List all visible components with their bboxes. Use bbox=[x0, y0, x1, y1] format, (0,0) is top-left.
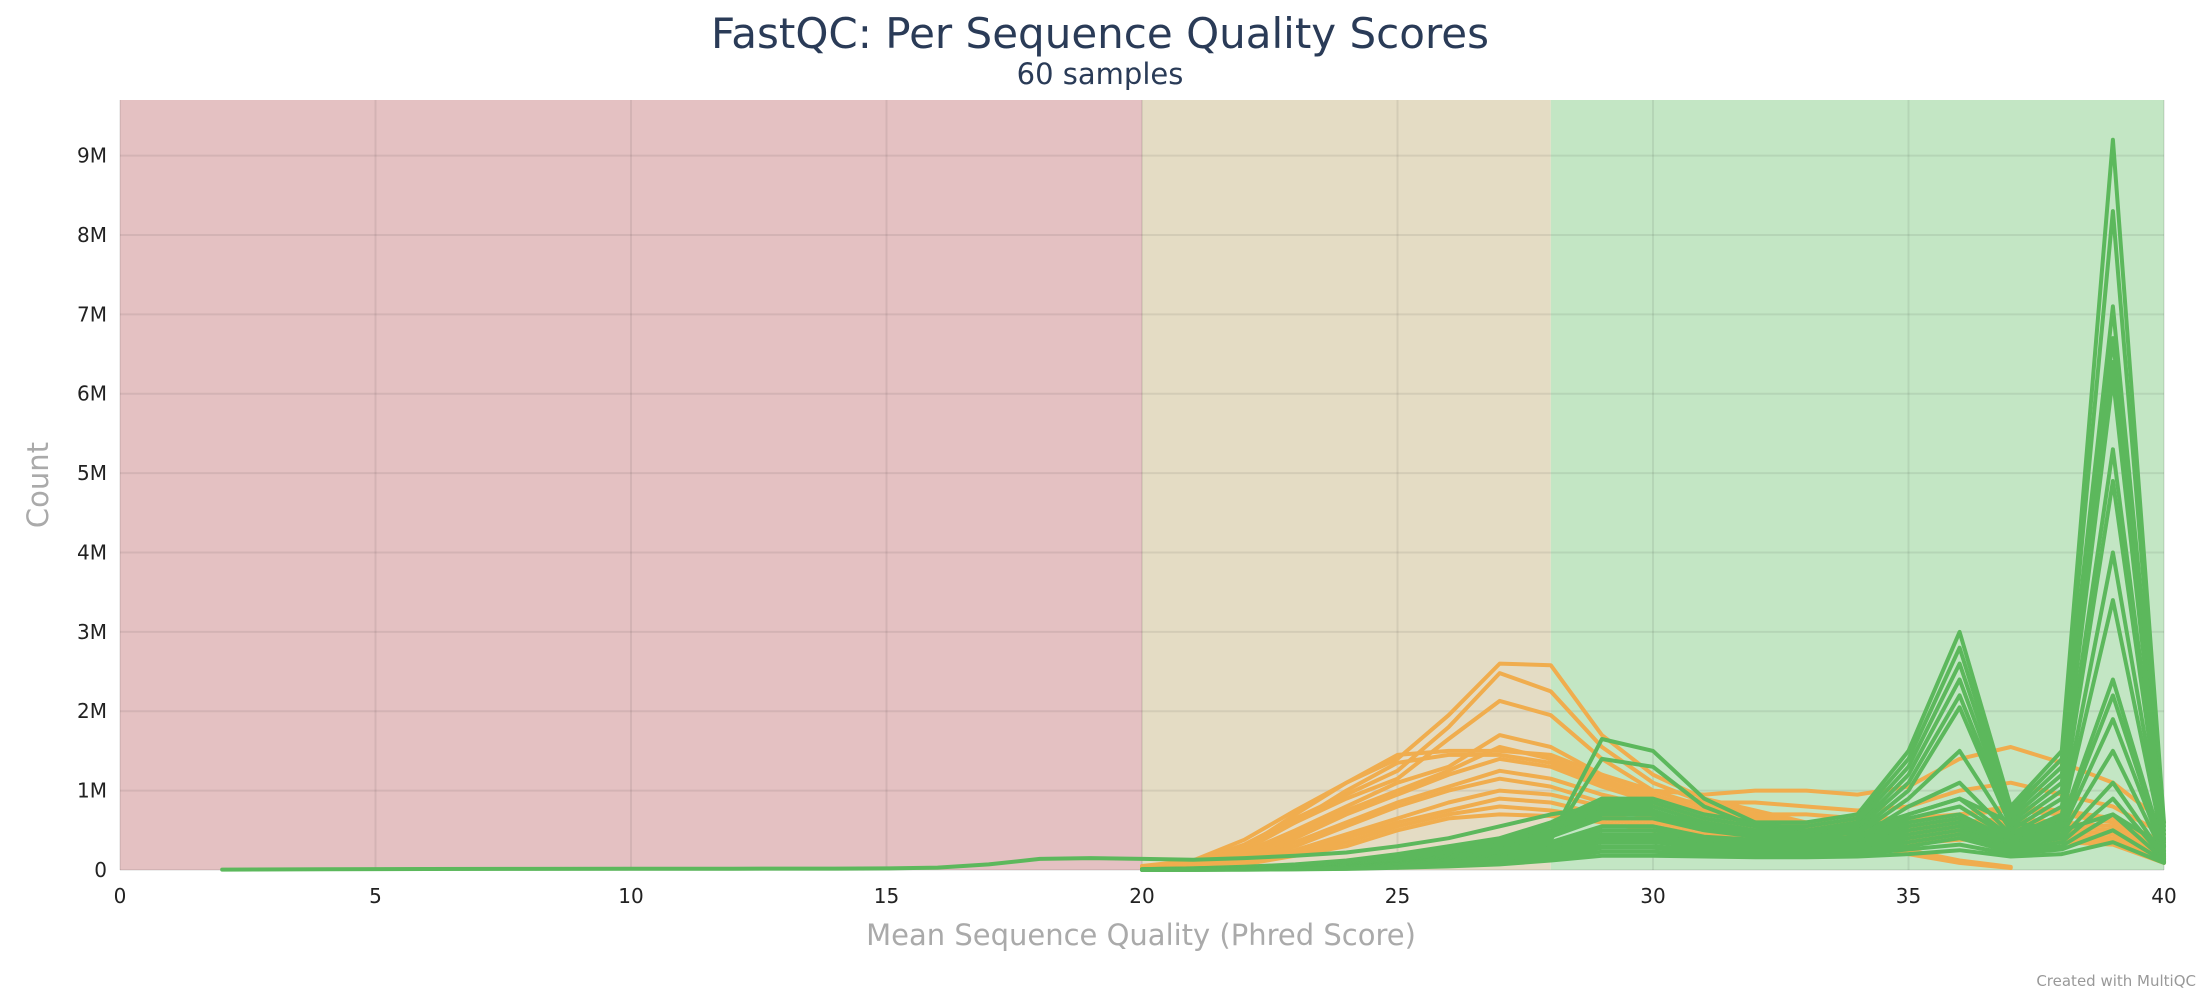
x-tick-label-1: 5 bbox=[369, 884, 382, 908]
chart-title: FastQC: Per Sequence Quality Scores bbox=[711, 9, 1489, 58]
series-lines bbox=[220, 137, 2166, 872]
y-tick-label-0: 0 bbox=[94, 858, 107, 882]
x-tick-label-6: 30 bbox=[1640, 884, 1665, 908]
x-axis-title: Mean Sequence Quality (Phred Score) bbox=[866, 918, 1416, 952]
y-tick-label-5: 5M bbox=[77, 461, 107, 485]
quality-bands bbox=[120, 100, 2164, 870]
gridlines bbox=[119, 100, 2165, 871]
x-tick-label-0: 0 bbox=[114, 884, 127, 908]
x-tick-label-3: 15 bbox=[874, 884, 899, 908]
y-axis-title: Count bbox=[21, 442, 55, 528]
y-tick-label-6: 6M bbox=[77, 382, 107, 406]
series-line-33 bbox=[1140, 840, 2166, 872]
x-tick-label-5: 25 bbox=[1385, 884, 1410, 908]
x-tick-label-2: 10 bbox=[618, 884, 643, 908]
y-tick-label-3: 3M bbox=[77, 620, 107, 644]
y-tick-label-8: 8M bbox=[77, 223, 107, 247]
axis-ticks: 0 5 10 15 20 25 30 35 40 0 1M 2M 3M 4M 5M 6M 7M 8M 9M bbox=[77, 144, 2177, 908]
x-tick-label-4: 20 bbox=[1129, 884, 1154, 908]
x-tick-label-8: 40 bbox=[2151, 884, 2176, 908]
series-line-5 bbox=[1140, 733, 2166, 871]
quality-band-0 bbox=[120, 100, 1142, 870]
x-tick-label-7: 35 bbox=[1896, 884, 1921, 908]
quality-band-1 bbox=[1142, 100, 1551, 870]
chart-subtitle: 60 samples bbox=[1017, 57, 1184, 91]
y-tick-label-2: 2M bbox=[77, 699, 107, 723]
credit-text: Created with MultiQC bbox=[2036, 972, 2196, 990]
y-tick-label-7: 7M bbox=[77, 302, 107, 326]
y-tick-label-4: 4M bbox=[77, 540, 107, 564]
y-tick-label-1: 1M bbox=[77, 779, 107, 803]
y-tick-label-9: 9M bbox=[77, 144, 107, 168]
